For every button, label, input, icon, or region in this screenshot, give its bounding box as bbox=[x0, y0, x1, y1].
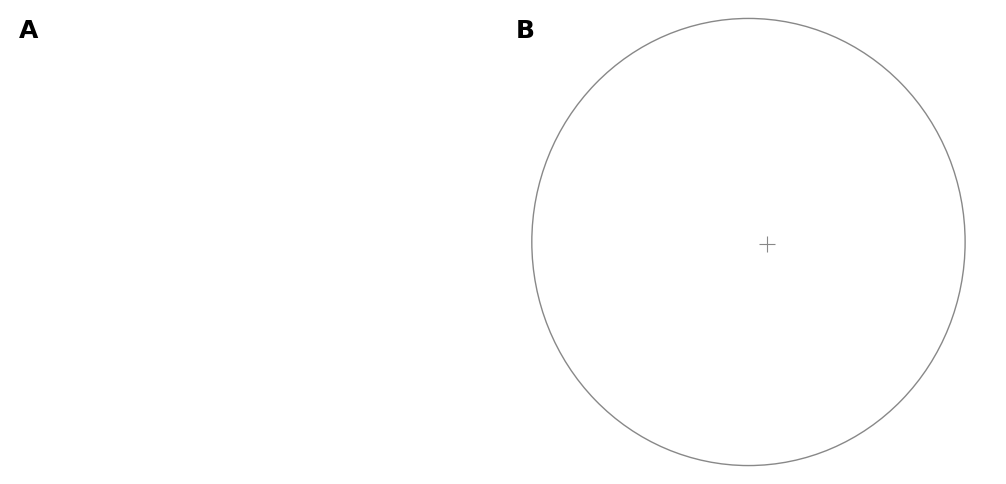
Text: B: B bbox=[516, 19, 535, 44]
Text: A: A bbox=[19, 19, 38, 44]
